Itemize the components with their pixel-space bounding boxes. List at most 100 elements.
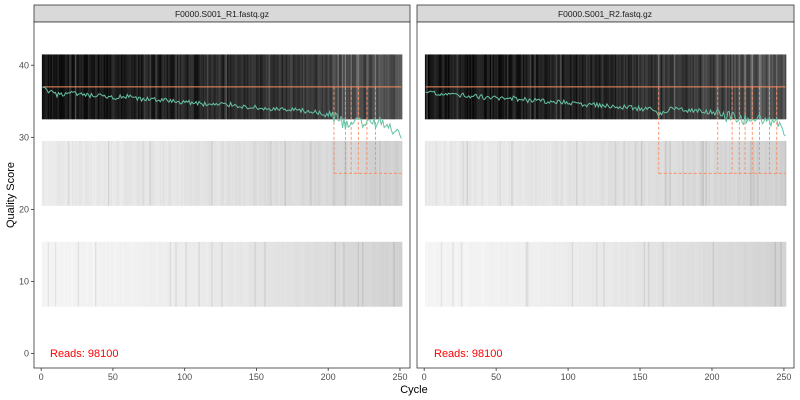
heat-cell <box>557 241 559 307</box>
heat-cell <box>722 140 725 206</box>
heat-cell <box>222 241 225 307</box>
heat-cell <box>728 241 731 307</box>
heat-cell <box>524 140 526 206</box>
heat-cell <box>139 241 142 307</box>
heat-cell <box>609 241 611 307</box>
heat-cell <box>221 241 223 307</box>
heat-cell <box>343 241 345 307</box>
heat-cell <box>640 140 643 206</box>
heat-cell <box>463 241 466 307</box>
heat-cell <box>323 241 325 307</box>
heat-cell <box>60 140 63 206</box>
heat-cell <box>611 241 614 307</box>
heat-cell <box>396 241 399 307</box>
heat-cell <box>577 140 580 206</box>
heat-cell <box>488 140 490 206</box>
heat-cell <box>199 241 202 307</box>
heat-cell <box>581 140 584 206</box>
heat-cell <box>149 140 152 206</box>
heat-cell <box>198 241 201 307</box>
heat-cell <box>304 140 307 206</box>
heat-cell <box>165 140 167 206</box>
heat-cell <box>709 241 712 307</box>
heat-cell <box>650 140 653 206</box>
heat-cell <box>504 241 506 307</box>
heat-cell <box>636 241 639 307</box>
heat-cell <box>751 140 754 206</box>
heat-cell <box>341 241 344 307</box>
heat-cell <box>682 241 685 307</box>
x-axis-panel-2: 0 50 100 150 200 250 <box>422 368 791 382</box>
heat-cell <box>649 241 652 307</box>
heat-cell <box>257 241 259 307</box>
heat-cell <box>473 241 476 307</box>
heat-cell <box>231 140 234 206</box>
heat-cell <box>686 241 689 307</box>
heat-cell <box>610 140 613 206</box>
heat-cell <box>120 241 123 307</box>
heat-cell <box>284 241 287 307</box>
heat-cell <box>590 241 593 307</box>
heat-cell <box>587 241 590 307</box>
heat-cell <box>567 140 570 206</box>
heat-cell <box>468 241 470 307</box>
heat-cell <box>321 140 324 206</box>
heat-cell <box>554 140 557 206</box>
heat-cell <box>238 140 241 206</box>
heat-cell <box>551 241 554 307</box>
heat-cell <box>272 241 275 307</box>
heat-cell <box>41 241 44 307</box>
x-tick-label: 250 <box>392 372 407 382</box>
heat-cell <box>527 241 529 307</box>
heat-cell <box>741 241 744 307</box>
heat-cell <box>367 140 370 206</box>
heat-cell <box>729 241 732 307</box>
heat-cell <box>715 241 718 307</box>
heat-cell <box>706 241 709 307</box>
heat-cell <box>173 140 176 206</box>
heat-cell <box>371 241 374 307</box>
heat-cell <box>216 140 219 206</box>
heat-cell <box>456 140 459 206</box>
heat-cell <box>169 140 172 206</box>
heat-cell <box>86 140 89 206</box>
panel-2-lines <box>425 86 786 174</box>
heat-cell <box>689 241 692 307</box>
heat-cell <box>176 140 179 206</box>
heat-cell <box>445 241 447 307</box>
heat-cell <box>310 140 312 206</box>
heat-cell <box>752 241 755 307</box>
heat-cell <box>721 241 724 307</box>
heat-cell <box>761 140 764 206</box>
heat-cell <box>722 241 725 307</box>
heat-cell <box>344 241 347 307</box>
heat-cell <box>166 241 169 307</box>
heat-cell <box>288 140 291 206</box>
y-tick-label: 0 <box>24 349 29 359</box>
heat-cell <box>326 140 328 206</box>
heat-cell <box>175 241 178 307</box>
heat-cell <box>285 140 288 206</box>
heat-cell <box>347 140 350 206</box>
heat-cell <box>278 241 281 307</box>
heat-cell <box>558 140 561 206</box>
heat-cell <box>561 140 564 206</box>
heat-cell <box>727 140 729 206</box>
heat-cell <box>152 140 155 206</box>
heat-cell <box>255 140 258 206</box>
heat-cell <box>86 241 89 307</box>
heat-cell <box>83 140 86 206</box>
heat-cell <box>627 241 630 307</box>
heat-cell <box>307 140 310 206</box>
heat-cell <box>44 140 47 206</box>
heat-cell <box>470 241 473 307</box>
heat-cell <box>458 140 460 206</box>
heat-cell <box>466 140 469 206</box>
x-axis-panel-1: 0 50 100 150 200 250 <box>39 368 407 382</box>
heat-cell <box>232 140 235 206</box>
heat-cell <box>356 241 358 307</box>
heat-cell <box>771 140 774 206</box>
heat-cell <box>501 140 503 206</box>
heat-cell <box>156 140 159 206</box>
heat-cell <box>102 140 104 206</box>
